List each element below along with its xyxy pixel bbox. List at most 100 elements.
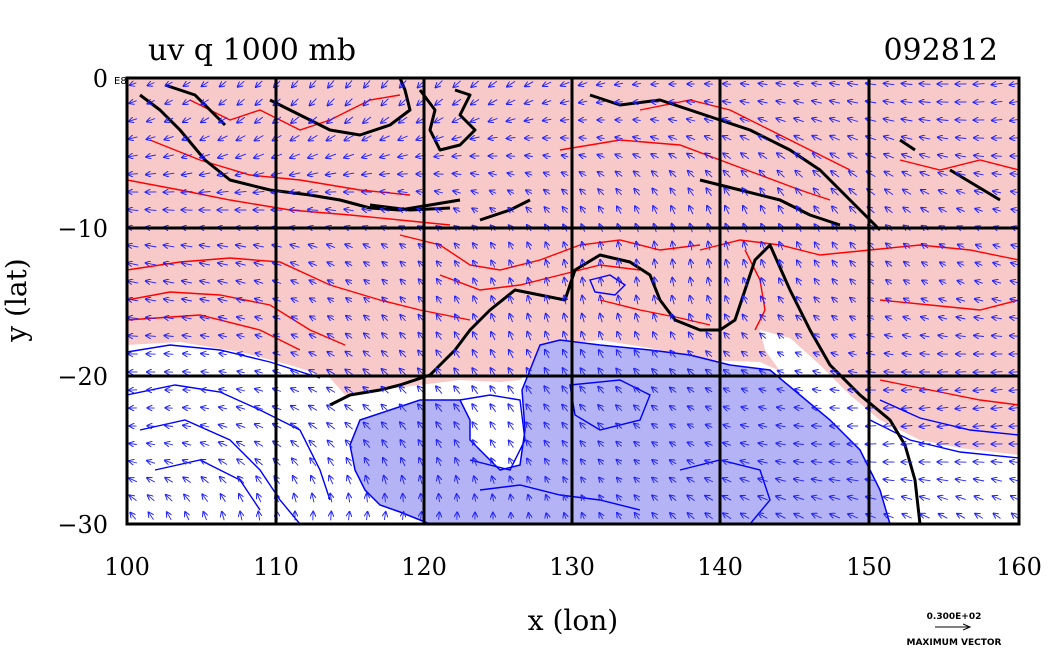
wind-vector [707, 314, 711, 322]
wind-vector [399, 191, 408, 192]
wind-vector [848, 154, 858, 159]
wind-vector [292, 299, 299, 302]
x-tick-120: 120 [401, 553, 447, 581]
wind-vector [812, 444, 823, 445]
x-tick-150: 150 [846, 553, 892, 581]
wind-vector [831, 371, 840, 373]
wind-vector [346, 280, 353, 284]
corner-label: E8 [114, 76, 127, 87]
wind-vector [544, 386, 551, 394]
wind-vector [349, 512, 350, 521]
wind-vector [957, 299, 966, 301]
wind-vector [815, 242, 820, 250]
wind-vector [544, 405, 551, 412]
wind-vector [794, 479, 805, 481]
wind-vector [308, 210, 319, 211]
wind-vector [491, 261, 495, 268]
wind-vector [920, 84, 931, 85]
wind-vector [400, 333, 407, 340]
wind-vector [669, 119, 678, 121]
wind-vector [182, 155, 193, 158]
wind-vector [778, 334, 785, 339]
wind-vector [1011, 209, 1019, 211]
wind-vector [920, 155, 931, 158]
wind-vector [328, 352, 335, 356]
wind-vector [848, 390, 858, 391]
wind-vector [183, 100, 191, 104]
wind-vector [546, 513, 547, 518]
wind-vector [814, 189, 821, 196]
wind-vector [580, 441, 585, 448]
wind-vector [382, 369, 389, 376]
wind-vector [382, 80, 389, 87]
wind-vector [598, 172, 605, 176]
wind-vector [544, 423, 551, 430]
wind-vector [724, 171, 731, 178]
wind-vector [200, 154, 211, 157]
wind-vector [974, 407, 985, 408]
wind-vector [508, 386, 515, 395]
wind-vector [437, 440, 442, 449]
wind-vector [437, 297, 441, 304]
wind-vector [814, 353, 821, 356]
wind-vector [164, 336, 174, 337]
wind-vector [400, 422, 407, 430]
wind-vector [308, 154, 319, 158]
wind-vector [561, 82, 570, 85]
wind-vector [794, 444, 804, 445]
wind-vector [741, 478, 750, 481]
wind-vector [902, 479, 913, 480]
wind-vector [291, 441, 299, 448]
wind-vector [797, 242, 801, 251]
wind-vector [507, 156, 516, 157]
wind-vector [254, 154, 265, 158]
wind-vector [884, 426, 895, 427]
wind-vector [490, 422, 496, 430]
wind-vector [562, 423, 569, 430]
wind-vector [705, 101, 714, 102]
wind-vector [456, 476, 458, 485]
wind-vector [526, 386, 532, 395]
wind-vector [128, 245, 139, 247]
wind-vector [688, 460, 695, 464]
wind-vector [345, 387, 354, 394]
wind-vector [616, 442, 621, 447]
wind-vector [904, 244, 911, 249]
wind-vector [437, 279, 441, 286]
wind-vector [598, 368, 604, 376]
wind-vector [200, 299, 210, 301]
wind-vector [382, 298, 387, 303]
wind-vector [401, 297, 406, 304]
wind-vector [563, 332, 566, 341]
wind-vector [439, 494, 440, 502]
wind-vector [761, 260, 764, 269]
wind-vector [726, 242, 728, 251]
wind-vector [579, 83, 588, 86]
wind-vector [992, 372, 1003, 373]
wind-vector [848, 83, 859, 85]
wind-vector [236, 154, 247, 158]
wind-vector [455, 440, 460, 449]
wind-vector [600, 314, 602, 323]
wind-vector [219, 335, 227, 337]
wind-vector [380, 155, 391, 158]
wind-vector [543, 101, 552, 104]
wind-vector [218, 154, 229, 158]
wind-vector [759, 83, 768, 84]
wind-vector [761, 278, 765, 286]
wind-vector [527, 332, 530, 341]
wind-vector [687, 119, 696, 121]
wind-vector [327, 388, 336, 393]
wind-vector [164, 281, 175, 283]
wind-vector [813, 408, 822, 409]
wind-vector [850, 207, 857, 214]
wind-vector [473, 440, 478, 449]
x-tick-110: 110 [253, 553, 299, 581]
wind-vector [291, 245, 300, 248]
wind-vector [580, 189, 587, 194]
wind-vector [670, 424, 677, 427]
wind-vector [938, 120, 949, 121]
wind-vector [957, 191, 966, 194]
wind-vector [347, 476, 350, 485]
wind-vector [726, 278, 729, 287]
